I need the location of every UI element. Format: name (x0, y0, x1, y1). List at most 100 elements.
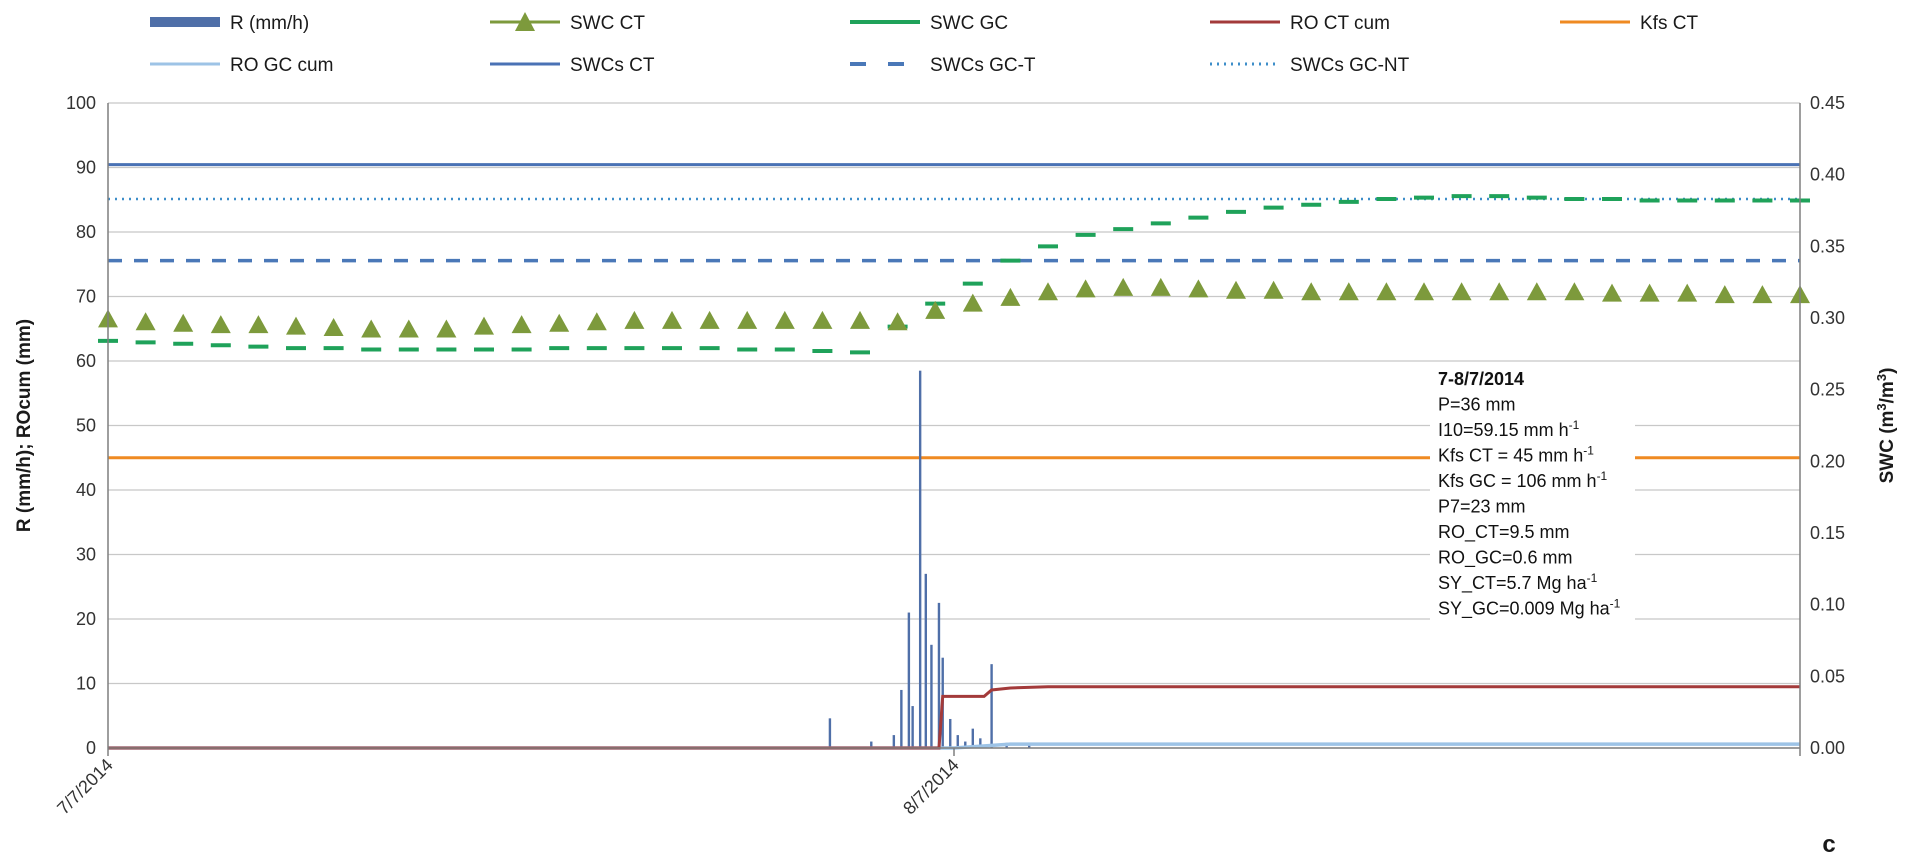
legend-label: Kfs CT (1640, 13, 1698, 34)
swc-ct-marker (1226, 280, 1246, 299)
swc-ct-marker (549, 313, 570, 332)
axes (107, 103, 1801, 756)
legend-label: SWCs GC-T (930, 55, 1036, 76)
legend-item: SWCs GC-T (850, 55, 1036, 76)
swc-ct-marker (774, 310, 795, 329)
legend-label: SWCs CT (570, 55, 655, 76)
swc-ct-marker (511, 315, 532, 334)
rain-bar (990, 664, 993, 748)
rain-bar (956, 735, 959, 748)
swc-ct-marker (1113, 277, 1134, 296)
swc-ct-marker (812, 310, 833, 329)
rain-bar (979, 738, 982, 748)
y-left-tick-label: 40 (76, 480, 96, 500)
rain-bar (964, 741, 967, 748)
legend-swatch (515, 12, 535, 31)
rain-bar (971, 728, 974, 748)
swc-ct-marker (1677, 283, 1698, 302)
annotation-line: I10=59.15 mm h-1 (1438, 418, 1580, 440)
rain-bars (828, 370, 1031, 748)
annotation-line: SY_GC=0.009 Mg ha-1 (1438, 597, 1621, 620)
swc-ct-marker (1489, 282, 1510, 301)
gridlines (108, 102, 1800, 749)
rain-bar (911, 706, 914, 748)
swc-ct-marker (624, 310, 645, 329)
rain-bar (870, 741, 873, 748)
swc-ct-marker (1752, 285, 1773, 304)
swc-ct-marker (1451, 282, 1472, 301)
y-left-tick-label: 10 (76, 674, 96, 694)
y-left-tick-label: 30 (76, 545, 96, 565)
y-axis-left-title: R (mm/h); ROcum (mm) (14, 319, 35, 532)
swc-ct-marker (436, 319, 457, 338)
rain-bar (900, 689, 903, 748)
annotation-title: 7-8/7/2014 (1438, 369, 1524, 389)
rain-bar (937, 602, 941, 748)
legend-item: SWCs GC-NT (1210, 55, 1410, 76)
swc-ct-marker (1301, 282, 1322, 301)
y-left-tick-label: 60 (76, 351, 96, 371)
swc-ct-marker (286, 316, 306, 335)
annotation-line: SY_CT=5.7 Mg ha-1 (1438, 571, 1598, 594)
annotation-line: Kfs CT = 45 mm h-1 (1438, 444, 1594, 466)
legend-swatch (150, 17, 220, 27)
y-right-tick-label: 0.20 (1810, 451, 1845, 471)
swc-ct-marker (662, 310, 682, 329)
swc-ct-marker (1188, 279, 1209, 298)
legend-label: SWC CT (570, 13, 645, 34)
panel-label: c (1822, 831, 1835, 857)
y-right-tick-label: 0.35 (1810, 236, 1845, 256)
y-right-tick-label: 0.10 (1810, 595, 1845, 615)
swc-ct-marker (361, 319, 382, 338)
swc-ct-marker (1414, 282, 1434, 301)
y-left-tick-label: 70 (76, 287, 96, 307)
swc-ct-marker (248, 315, 269, 334)
y-right-tick-label: 0.05 (1810, 666, 1845, 686)
legend-item: SWCs CT (490, 55, 655, 76)
swc-ct-marker (1150, 277, 1171, 296)
swc-ct-marker (887, 312, 908, 331)
swc-ct-marker (850, 310, 870, 329)
rain-bar (924, 573, 927, 748)
y-left-tick-label: 80 (76, 222, 96, 242)
legend-item: RO GC cum (150, 55, 333, 76)
swc-ct-marker (737, 310, 758, 329)
y-right-tick-label: 0.45 (1810, 93, 1845, 113)
y-left-tick-label: 50 (76, 416, 96, 436)
swc-ct-marker (1602, 283, 1622, 302)
swc-ct-marker (1376, 282, 1397, 301)
series-lines (108, 685, 1800, 750)
x-tick-label: 8/7/2014 (899, 755, 963, 819)
legend-label: SWC GC (930, 13, 1008, 34)
swc-ct-marker (1526, 282, 1547, 301)
rain-bar (828, 718, 832, 748)
rain-bar (907, 612, 911, 748)
swc-ct-marker (1000, 287, 1021, 306)
legend-item: RO CT cum (1210, 13, 1390, 34)
swc-ct-marker (1075, 279, 1096, 298)
legend-label: RO CT cum (1290, 13, 1390, 34)
swc-ct-marker (1038, 282, 1058, 301)
annotation-line: RO_GC=0.6 mm (1438, 548, 1573, 569)
y-left-tick-label: 90 (76, 158, 96, 178)
annotation-line: P7=23 mm (1438, 497, 1526, 517)
rain-bar (930, 644, 933, 748)
swc-ct-marker (1263, 280, 1284, 299)
legend-label: RO GC cum (230, 55, 333, 76)
legend-label: R (mm/h) (230, 13, 309, 34)
y-right-tick-label: 0.15 (1810, 523, 1845, 543)
y-right-tick-label: 0.00 (1810, 738, 1845, 758)
y-axis-right-title: SWC (m3/m3) (1874, 368, 1898, 484)
swc-ct-marker (173, 313, 194, 332)
legend-item: SWC GC (850, 13, 1008, 34)
swc-ct-marker (398, 319, 419, 338)
legend-item: SWC CT (490, 12, 645, 34)
y-right-tick-label: 0.25 (1810, 380, 1845, 400)
ro-ct-cum-line (108, 685, 1800, 750)
x-tick-label: 7/7/2014 (53, 755, 117, 819)
rain-bar (1028, 744, 1031, 748)
swc-ct-marker (474, 316, 494, 335)
swc-ct-marker (323, 318, 344, 337)
annotation-box: 7-8/7/2014 P=36 mm I10=59.15 mm h-1 Kfs CT … (1430, 363, 1635, 651)
